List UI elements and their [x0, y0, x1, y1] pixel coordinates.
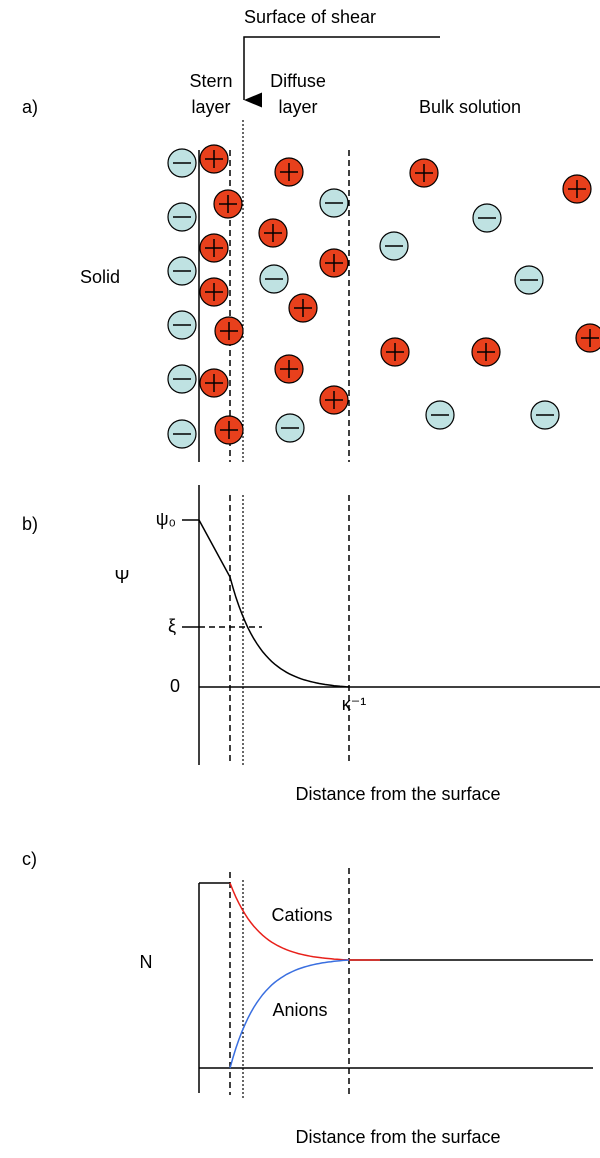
n-label: N [140, 952, 153, 972]
stern-label: Stern [189, 71, 232, 91]
cation [199, 233, 229, 263]
anion [530, 400, 560, 430]
panel-label: a) [22, 97, 38, 117]
cations-label: Cations [271, 905, 332, 925]
anion [425, 400, 455, 430]
anion [319, 188, 349, 218]
potential-curve [198, 519, 350, 688]
cation [409, 158, 439, 188]
cation [319, 248, 349, 278]
panel-label: b) [22, 514, 38, 534]
x-axis-label: Distance from the surface [295, 784, 500, 804]
cation [274, 354, 304, 384]
panel-label: c) [22, 849, 37, 869]
panel-c: c) N Cations Anions Distance from the su… [22, 849, 593, 1147]
anions-label: Anions [272, 1000, 327, 1020]
cation [380, 337, 410, 367]
anion [514, 265, 544, 295]
cation [199, 277, 229, 307]
cation [471, 337, 501, 367]
cation [214, 415, 244, 445]
cation [319, 385, 349, 415]
diffuse-label: Diffuse [270, 71, 326, 91]
anion [259, 264, 289, 294]
shear-arrow [243, 36, 440, 108]
cation [199, 144, 229, 174]
cation [274, 157, 304, 187]
anion [379, 231, 409, 261]
psi-label: Ψ [114, 567, 129, 587]
anion [167, 310, 197, 340]
anion [167, 256, 197, 286]
cation-curve [229, 882, 380, 961]
anion [472, 203, 502, 233]
anion [275, 413, 305, 443]
bulk-label: Bulk solution [419, 97, 521, 117]
cation [258, 218, 288, 248]
zero-label: 0 [170, 676, 180, 696]
solid-label: Solid [80, 267, 120, 287]
anion [167, 148, 197, 178]
anion-curve [229, 959, 350, 1069]
cation [214, 316, 244, 346]
anion [167, 364, 197, 394]
cation [575, 323, 600, 353]
x-axis-label: Distance from the surface [295, 1127, 500, 1147]
anion [167, 202, 197, 232]
psi0-label: ψ₀ [156, 509, 176, 529]
zeta-label: ξ [168, 616, 176, 636]
cation [562, 174, 592, 204]
shear-label: Surface of shear [244, 7, 376, 27]
cation [213, 189, 243, 219]
cation [288, 293, 318, 323]
kappa-label: κ⁻¹ [342, 694, 367, 714]
cation [199, 368, 229, 398]
diffuse-label: layer [278, 97, 317, 117]
anion [167, 419, 197, 449]
stern-label: layer [191, 97, 230, 117]
panel-b: b) ψ₀ Ψ ξ 0 κ⁻¹ Distance from the surfac… [22, 485, 600, 804]
panel-a: Surface of shear a) Stern layer Diffuse … [22, 7, 600, 462]
